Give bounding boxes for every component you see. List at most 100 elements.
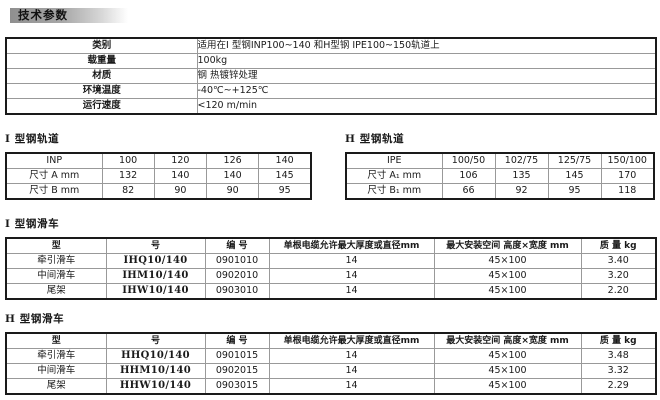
spec-value: 100kg [196,53,657,69]
inp-a-value: 140 [153,168,208,184]
table-row: 材质 钢 热镀锌处理 [5,68,657,84]
section-heading-latin: I [5,218,11,230]
inp-size: 120 [153,152,208,169]
trolley-space: 45×100 [433,253,582,269]
trolley-model: IHM10/140 [105,268,206,284]
col-header-cable: 单根电缆允许最大厚度或直径mm [268,237,435,254]
trolley-part-no: 0903010 [204,283,270,300]
trolley-model: IHQ10/140 [105,253,206,269]
spec-label: 类别 [5,37,198,54]
spec-value: <120 m/min [196,98,657,115]
col-header-model-name: 型 [5,332,107,349]
h-trolley-table: 型 号 编 号 单根电缆允许最大厚度或直径mm 最大安装空间 高度×宽度 mm … [5,332,657,395]
col-header-mass: 质 量 kg [580,237,657,254]
section-heading-cjk: 型钢轨道 [359,133,405,145]
spec-value: 钢 热镀锌处理 [196,68,657,84]
ipe-row-label: 尺寸 A₁ mm [345,168,443,184]
inp-row-label: 尺寸 A mm [5,168,103,184]
inp-a-value: 140 [205,168,260,184]
ipe-row-label: 尺寸 B₁ mm [345,183,443,200]
ipe-size: 102/75 [494,152,549,169]
trolley-mass: 3.20 [580,268,657,284]
trolley-model: HHM10/140 [105,363,206,379]
spec-value: -40℃~+125℃ [196,83,657,99]
ipe-b-value: 66 [441,183,496,200]
table-row: IPE 100/50 102/75 125/75 150/100 [345,152,655,169]
table-header-row: 型 号 编 号 单根电缆允许最大厚度或直径mm 最大安装空间 高度×宽度 mm … [5,332,657,349]
col-header-part-no: 编 号 [204,332,270,349]
section-title-gradient-bar [10,8,128,23]
inp-a-value: 145 [258,168,312,184]
inp-b-value: 90 [205,183,260,200]
trolley-space: 45×100 [433,378,582,395]
trolley-name: 中间滑车 [5,363,107,379]
trolley-part-no: 0902015 [204,363,270,379]
ipe-b-value: 95 [547,183,602,200]
inp-b-value: 90 [153,183,208,200]
i-trolley-table: 型 号 编 号 单根电缆允许最大厚度或直径mm 最大安装空间 高度×宽度 mm … [5,237,657,300]
table-row: 尺寸 B₁ mm 66 92 95 118 [345,183,655,200]
col-header-part-no: 编 号 [204,237,270,254]
section-heading-latin: H [345,133,356,145]
trolley-name: 牵引滑车 [5,348,107,364]
trolley-cable: 14 [268,378,435,395]
trolley-name: 牵引滑车 [5,253,107,269]
trolley-mass: 3.40 [580,253,657,269]
ipe-a-value: 135 [494,168,549,184]
spec-label: 环境温度 [5,83,198,99]
trolley-model: IHW10/140 [105,283,206,300]
trolley-cable: 14 [268,253,435,269]
ipe-size: 100/50 [441,152,496,169]
trolley-space: 45×100 [433,348,582,364]
inp-b-value: 82 [101,183,155,200]
table-row: 尾架 IHW10/140 0903010 14 45×100 2.20 [5,283,657,300]
page-title: 技术参数 [18,8,68,22]
spec-table: 类别 适用在I 型钢INP100~140 和H型钢 IPE100~150轨道上 … [5,37,657,115]
table-row: 运行速度 <120 m/min [5,98,657,115]
trolley-mass: 3.48 [580,348,657,364]
table-row: 尺寸 A mm 132 140 140 145 [5,168,312,184]
inp-size: 140 [258,152,312,169]
spec-label: 载重量 [5,53,198,69]
section-heading-i-rail: I 型钢轨道 [5,131,59,146]
trolley-cable: 14 [268,283,435,300]
table-row: 中间滑车 HHM10/140 0902015 14 45×100 3.32 [5,363,657,379]
table-row: 尺寸 A₁ mm 106 135 145 170 [345,168,655,184]
col-header-model-code: 号 [105,237,206,254]
section-heading-h-trolley: H 型钢滑车 [5,311,64,326]
inp-rail-table: INP 100 120 126 140 尺寸 A mm 132 140 140 … [5,152,312,200]
inp-size: 100 [101,152,155,169]
inp-row-label: INP [5,152,103,169]
col-header-cable: 单根电缆允许最大厚度或直径mm [268,332,435,349]
trolley-space: 45×100 [433,268,582,284]
ipe-size: 150/100 [600,152,655,169]
ipe-size: 125/75 [547,152,602,169]
inp-row-label: 尺寸 B mm [5,183,103,200]
trolley-part-no: 0903015 [204,378,270,395]
trolley-name: 中间滑车 [5,268,107,284]
section-heading-i-trolley: I 型钢滑车 [5,216,59,231]
trolley-part-no: 0902010 [204,268,270,284]
trolley-space: 45×100 [433,363,582,379]
trolley-cable: 14 [268,363,435,379]
spec-value: 适用在I 型钢INP100~140 和H型钢 IPE100~150轨道上 [196,37,657,54]
col-header-space: 最大安装空间 高度×宽度 mm [433,332,582,349]
ipe-b-value: 92 [494,183,549,200]
trolley-name: 尾架 [5,378,107,395]
col-header-mass: 质 量 kg [580,332,657,349]
table-header-row: 型 号 编 号 单根电缆允许最大厚度或直径mm 最大安装空间 高度×宽度 mm … [5,237,657,254]
section-heading-cjk: 型钢轨道 [14,133,60,145]
trolley-cable: 14 [268,348,435,364]
spec-label: 运行速度 [5,98,198,115]
table-row: 牵引滑车 IHQ10/140 0901010 14 45×100 3.40 [5,253,657,269]
ipe-row-label: IPE [345,152,443,169]
table-row: 类别 适用在I 型钢INP100~140 和H型钢 IPE100~150轨道上 [5,37,657,54]
table-row: 环境温度 -40℃~+125℃ [5,83,657,99]
ipe-a-value: 170 [600,168,655,184]
ipe-rail-table: IPE 100/50 102/75 125/75 150/100 尺寸 A₁ m… [345,152,655,200]
section-heading-latin: H [5,313,16,325]
trolley-mass: 3.32 [580,363,657,379]
trolley-name: 尾架 [5,283,107,300]
table-row: 载重量 100kg [5,53,657,69]
inp-size: 126 [205,152,260,169]
